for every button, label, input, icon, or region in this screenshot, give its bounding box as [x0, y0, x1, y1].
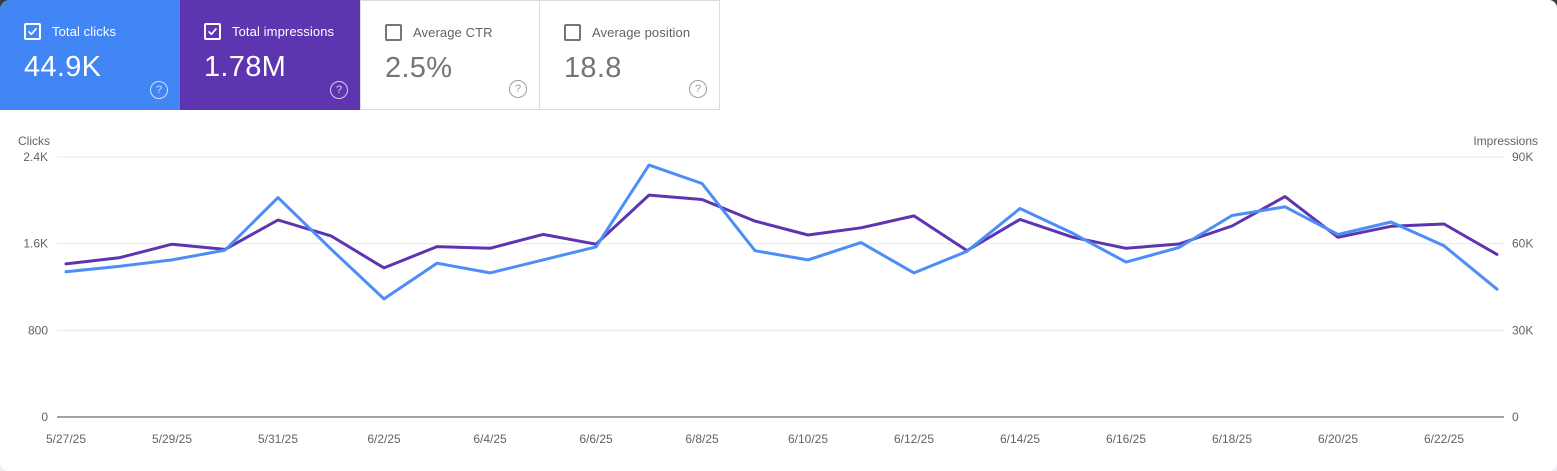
right-axis-title: Impressions [1473, 134, 1538, 148]
card-average-position[interactable]: Average position 18.8 ? [540, 0, 720, 110]
help-icon[interactable]: ? [689, 80, 707, 98]
left-axis-tick: 2.4K [23, 150, 48, 164]
x-axis-date-label: 5/29/25 [152, 432, 192, 446]
help-icon[interactable]: ? [330, 81, 348, 99]
help-icon[interactable]: ? [150, 81, 168, 99]
x-axis-date-label: 5/27/25 [46, 432, 86, 446]
right-axis-tick: 60K [1512, 237, 1533, 251]
checkmark-icon [28, 28, 37, 36]
card-value-average-ctr: 2.5% [385, 52, 453, 84]
left-axis-title: Clicks [18, 134, 50, 148]
card-header: Total clicks [24, 23, 180, 40]
impressions-line-series [64, 193, 1499, 270]
card-value-total-clicks: 44.9K [24, 51, 102, 83]
card-header: Average position [564, 24, 719, 41]
x-axis-date-label: 6/8/25 [685, 432, 719, 446]
help-icon[interactable]: ? [509, 80, 527, 98]
card-total-impressions[interactable]: Total impressions 1.78M ? [180, 0, 360, 110]
card-label-total-clicks: Total clicks [52, 24, 117, 39]
card-header: Average CTR [385, 24, 539, 41]
x-axis-date-label: 6/16/25 [1106, 432, 1146, 446]
metric-cards-row: Total clicks 44.9K ? Total impressions 1… [0, 0, 1557, 110]
x-axis-date-label: 6/10/25 [788, 432, 828, 446]
card-label-total-impressions: Total impressions [232, 24, 335, 39]
right-axis-tick: 30K [1512, 323, 1533, 337]
card-label-average-ctr: Average CTR [413, 25, 493, 40]
x-axis-date-label: 6/4/25 [473, 432, 507, 446]
left-axis-tick: 1.6K [23, 237, 48, 251]
x-axis-date-label: 6/6/25 [579, 432, 613, 446]
checkmark-icon [208, 28, 217, 36]
card-total-clicks[interactable]: Total clicks 44.9K ? [0, 0, 180, 110]
x-axis-date-label: 6/22/25 [1424, 432, 1464, 446]
clicks-line-series [64, 163, 1499, 301]
average-position-checkbox[interactable] [564, 24, 581, 41]
x-axis-date-label: 6/2/25 [367, 432, 401, 446]
x-axis-date-label: 5/31/25 [258, 432, 298, 446]
right-axis-tick: 90K [1512, 150, 1533, 164]
card-label-average-position: Average position [592, 25, 691, 40]
card-average-ctr[interactable]: Average CTR 2.5% ? [360, 0, 540, 110]
card-value-total-impressions: 1.78M [204, 51, 287, 83]
x-axis-date-label: 6/14/25 [1000, 432, 1040, 446]
left-axis-tick: 0 [41, 410, 48, 424]
card-header: Total impressions [204, 23, 360, 40]
x-axis-date-label: 6/12/25 [894, 432, 934, 446]
total-clicks-checkbox[interactable] [24, 23, 41, 40]
right-axis-tick: 0 [1512, 410, 1519, 424]
x-axis-date-label: 6/20/25 [1318, 432, 1358, 446]
card-value-average-position: 18.8 [564, 52, 622, 84]
average-ctr-checkbox[interactable] [385, 24, 402, 41]
x-axis-date-label: 6/18/25 [1212, 432, 1252, 446]
total-impressions-checkbox[interactable] [204, 23, 221, 40]
left-axis-tick: 800 [28, 323, 48, 337]
